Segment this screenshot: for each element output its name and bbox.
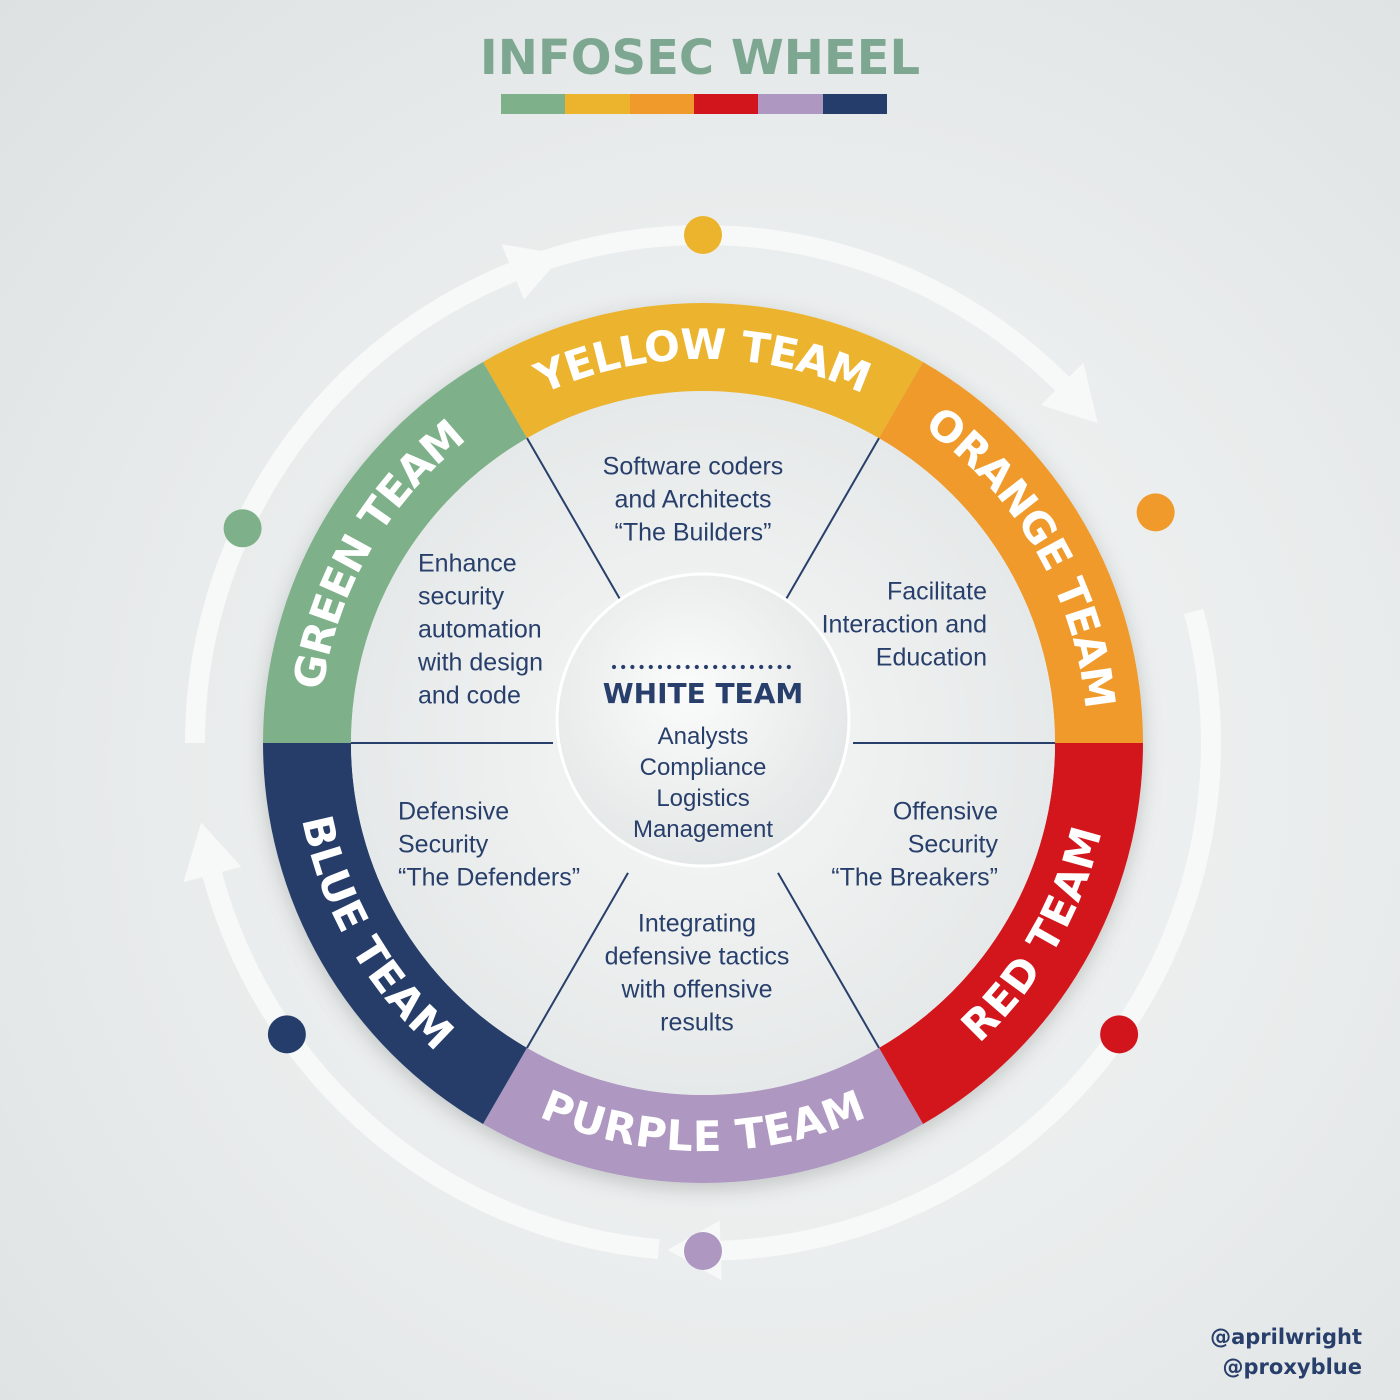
- team-descriptions: Software coders and Architects “The Builde…: [398, 453, 998, 1037]
- hub-dotted-line: [611, 664, 791, 670]
- team-description-line: Security: [908, 831, 999, 859]
- segment-divider: [777, 437, 880, 614]
- cycle-arrow-head: [501, 244, 563, 300]
- team-description-line: defensive tactics: [605, 943, 790, 971]
- white-team-line: Analysts: [658, 723, 749, 750]
- hub-dot: [676, 664, 681, 670]
- hub-dot: [713, 664, 718, 670]
- team-segment-red: [879, 743, 1143, 1125]
- hub-dot: [630, 664, 635, 670]
- team-description-line: Interaction and: [822, 611, 987, 639]
- hub-dot: [657, 664, 663, 670]
- cycle-dot: [684, 216, 722, 254]
- cycle-dot: [223, 509, 262, 548]
- team-description-line: security: [418, 583, 505, 611]
- team-description-line: Software coders: [603, 453, 784, 481]
- white-team-line: Compliance: [640, 754, 767, 781]
- team-description-line: automation: [418, 616, 542, 644]
- hub-dot: [694, 664, 699, 670]
- hub-dot: [777, 664, 782, 670]
- cycle-arrow-head: [183, 822, 242, 883]
- team-description-line: and Architects: [614, 486, 771, 514]
- hub-circle: [555, 572, 851, 868]
- cycle-dot: [684, 1232, 722, 1270]
- cycle-dot: [1136, 493, 1175, 532]
- team-description-line: Offensive: [893, 798, 998, 826]
- page-title: INFOSEC WHEEL: [479, 30, 921, 86]
- segment-divider: [526, 437, 629, 614]
- handle-text: @proxyblue: [1222, 1355, 1362, 1379]
- cycle-dot: [267, 1015, 306, 1054]
- hub-dot: [786, 664, 791, 670]
- segment-divider: [526, 872, 629, 1049]
- author-handles: @aprilwright @proxyblue: [1210, 1322, 1362, 1382]
- team-segment-blue: [263, 743, 527, 1125]
- hub-dot: [639, 664, 644, 670]
- hub-dot: [685, 664, 690, 670]
- cycle-arrow-track: [508, 225, 1070, 391]
- team-description-line: “The Defenders”: [398, 864, 580, 892]
- team-description-line: and code: [418, 682, 521, 710]
- cycle-dot: [1100, 1015, 1139, 1054]
- hub-dot: [722, 664, 727, 670]
- team-description-line: “The Builders”: [615, 519, 772, 547]
- team-description-line: Security: [398, 831, 489, 859]
- team-description-line: Education: [876, 644, 987, 672]
- team-description-line: Enhance: [418, 550, 517, 578]
- cycle-arrows: [183, 225, 1221, 1281]
- team-description-line: results: [660, 1009, 734, 1037]
- hub-dot: [768, 664, 773, 670]
- team-description-line: Integrating: [638, 910, 756, 938]
- handle-text: @aprilwright: [1210, 1325, 1362, 1349]
- hub-dot: [703, 664, 709, 670]
- team-segment-purple: [483, 1047, 923, 1183]
- swatch-red: [693, 94, 759, 114]
- team-description-line: “The Breakers”: [831, 864, 998, 892]
- cycle-dots: [223, 216, 1175, 1270]
- white-team-line: Logistics: [656, 785, 749, 812]
- hub-dot: [667, 664, 672, 670]
- hub-dot: [731, 664, 736, 670]
- swatch-purple: [758, 94, 823, 114]
- white-team-title: WHITE TEAM: [603, 677, 803, 710]
- hub-dot: [621, 664, 626, 670]
- hub-dot: [759, 664, 764, 670]
- team-description-line: with design: [417, 649, 543, 677]
- hub-dot: [749, 664, 755, 670]
- team-segment-orange: [879, 361, 1143, 743]
- team-segment-yellow: [483, 302, 923, 439]
- cycle-arrow-track: [202, 871, 660, 1260]
- team-description-line: Defensive: [398, 798, 509, 826]
- hub-dot: [740, 664, 745, 670]
- team-description-line: with offensive: [620, 976, 772, 1004]
- white-team-hub: WHITE TEAM Analysts Compliance Logistics…: [555, 572, 851, 868]
- white-team-line: Management: [633, 816, 773, 843]
- hub-dot: [611, 664, 617, 670]
- team-segment-green: [263, 361, 527, 743]
- cycle-arrow-head: [1040, 362, 1098, 424]
- team-description-line: Facilitate: [887, 578, 987, 606]
- cycle-arrow-track: [185, 262, 517, 744]
- hub-dot: [648, 664, 653, 670]
- swatch-orange: [629, 94, 694, 114]
- segment-divider: [777, 872, 880, 1049]
- swatch-green: [501, 94, 566, 114]
- color-legend-bar: [501, 94, 887, 114]
- swatch-yellow: [565, 94, 630, 114]
- swatch-blue: [822, 94, 887, 114]
